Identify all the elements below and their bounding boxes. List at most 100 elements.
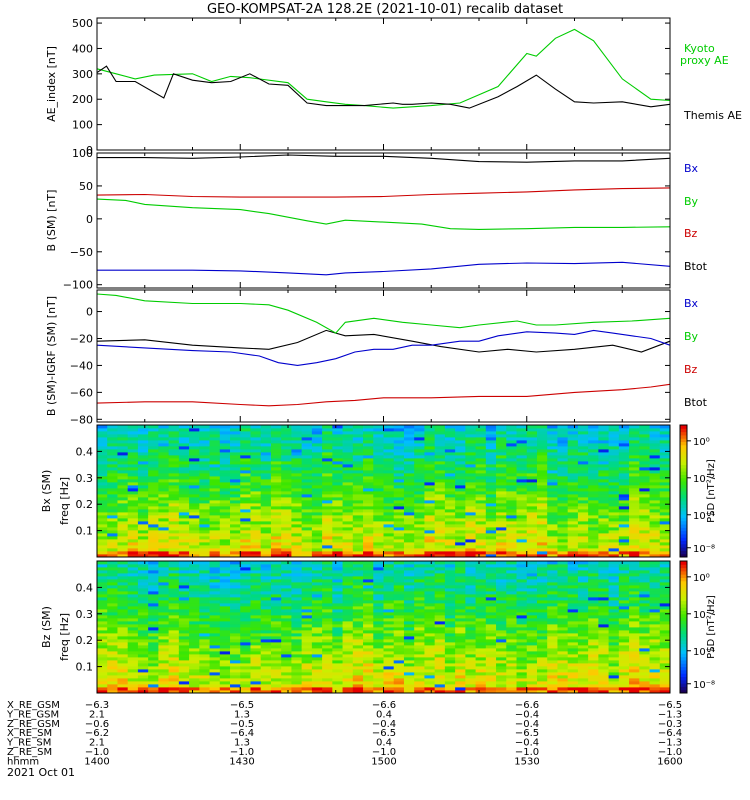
- spectrogram-cell: [547, 684, 558, 688]
- spectrogram-cell: [526, 521, 538, 525]
- spectrogram-cell: [97, 660, 108, 664]
- spectrogram-cell: [332, 491, 343, 495]
- spectrogram-cell: [342, 651, 354, 655]
- spectrogram-cell: [373, 600, 384, 604]
- spectrogram-cell: [209, 542, 221, 546]
- spectrogram-cell: [475, 437, 487, 441]
- spectrogram-cell: [158, 431, 170, 435]
- spectrogram-cell: [168, 485, 180, 489]
- spectrogram-cell: [516, 678, 528, 682]
- spectrogram-cell: [485, 654, 497, 658]
- spectrogram-cell: [291, 660, 303, 664]
- spectrogram-cell: [117, 551, 129, 555]
- spectrogram-cell: [403, 654, 415, 658]
- spectrogram-cell: [547, 467, 558, 471]
- spectrogram-cell: [240, 527, 251, 531]
- spectrogram-cell: [516, 642, 528, 646]
- spectrogram-cell: [137, 621, 149, 625]
- spectrogram-cell: [342, 473, 354, 477]
- spectrogram-cell: [588, 512, 599, 516]
- spectrogram-cell: [178, 536, 190, 540]
- spectrogram-cell: [281, 479, 292, 483]
- spectrogram-cell: [189, 551, 200, 555]
- spectrogram-cell: [414, 551, 425, 555]
- spectrogram-cell: [189, 639, 200, 643]
- spectrogram-cell: [383, 606, 395, 610]
- spectrogram-cell: [260, 627, 272, 631]
- spectrogram-cell: [311, 561, 323, 565]
- spectrogram-cell: [363, 612, 374, 616]
- spectrogram-cell: [127, 473, 139, 477]
- spectrogram-cell: [567, 479, 579, 483]
- spectrogram-cell: [219, 618, 231, 622]
- spectrogram-cell: [629, 467, 640, 471]
- spectrogram-cell: [199, 687, 210, 691]
- spectrogram-cell: [465, 467, 476, 471]
- spectrogram-cell: [260, 570, 272, 574]
- spectrogram-cell: [455, 690, 466, 694]
- spectrogram-cell: [588, 672, 599, 676]
- spectrogram-cell: [434, 551, 446, 555]
- spectrogram-cell: [352, 561, 364, 565]
- spectrogram-cell: [363, 573, 374, 577]
- spectrogram-cell: [209, 567, 221, 571]
- spectrogram-cell: [455, 600, 466, 604]
- spectrogram-cell: [465, 600, 476, 604]
- spectrogram-cell: [506, 503, 517, 507]
- spectrogram-cell: [189, 431, 200, 435]
- spectrogram-cell: [260, 666, 272, 670]
- spectrogram-cell: [588, 624, 599, 628]
- spectrogram-cell: [649, 554, 661, 558]
- spectrogram-cell: [444, 609, 456, 613]
- spectrogram-cell: [250, 666, 262, 670]
- spectrogram-cell: [240, 449, 251, 453]
- spectrogram-cell: [506, 645, 517, 649]
- spectrogram-cell: [383, 500, 395, 504]
- spectrogram-cell: [383, 518, 395, 522]
- spectrogram-cell: [403, 458, 415, 462]
- spectrogram-cell: [465, 678, 476, 682]
- spectrogram-cell: [322, 660, 333, 664]
- spectrogram-cell: [414, 458, 425, 462]
- spectrogram-cell: [588, 485, 599, 489]
- spectrogram-cell: [434, 651, 446, 655]
- spectrogram-cell: [516, 470, 528, 474]
- spectrogram-cell: [158, 606, 170, 610]
- spectrogram-cell: [567, 669, 579, 673]
- spectrogram-cell: [567, 651, 579, 655]
- spectrogram-cell: [322, 606, 333, 610]
- spectrogram-cell: [455, 476, 466, 480]
- spectrogram-cell: [536, 645, 548, 649]
- spectrogram-cell: [506, 545, 517, 549]
- series-bx: [96, 329, 671, 353]
- spectrogram-cell: [117, 639, 129, 643]
- spectrogram-cell: [557, 509, 569, 513]
- spectrogram-cell: [209, 446, 221, 450]
- spectrogram-cell: [598, 573, 610, 577]
- spectrogram-cell: [526, 431, 538, 435]
- spectrogram-cell: [117, 684, 129, 688]
- spectrogram-cell: [209, 564, 221, 568]
- spectrogram-cell: [363, 452, 374, 456]
- spectrogram-cell: [598, 669, 610, 673]
- spectrogram-cell: [393, 621, 405, 625]
- spectrogram-cell: [516, 660, 528, 664]
- spectrogram-cell: [383, 630, 395, 634]
- spectrogram-cell: [649, 503, 661, 507]
- spectrogram-cell: [168, 533, 180, 537]
- spectrogram-cell: [291, 506, 303, 510]
- spectrogram-cell: [301, 627, 313, 631]
- spectrogram-cell: [199, 576, 210, 580]
- spectrogram-cell: [137, 437, 149, 441]
- spectrogram-cell: [659, 479, 671, 483]
- spectrogram-cell: [97, 530, 108, 534]
- spectrogram-cell: [219, 539, 231, 543]
- spectrogram-cell: [363, 639, 374, 643]
- spectrogram-cell: [219, 639, 231, 643]
- spectrogram-cell: [547, 494, 558, 498]
- spectrogram-cell: [311, 503, 323, 507]
- spectrogram-cell: [598, 675, 610, 679]
- spectrogram-cell: [199, 467, 210, 471]
- spectrogram-cell: [547, 618, 558, 622]
- spectrogram-cell: [598, 615, 610, 619]
